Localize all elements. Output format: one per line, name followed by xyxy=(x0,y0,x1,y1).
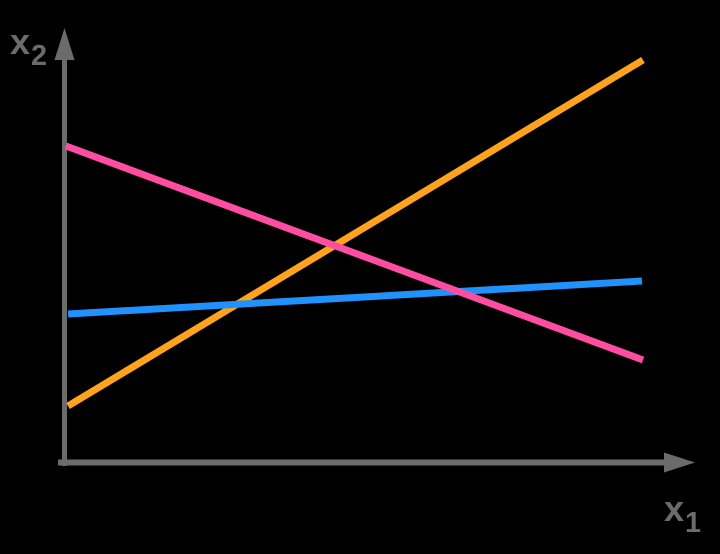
y-axis-label: x2 xyxy=(10,24,47,71)
blue-line xyxy=(67,277,643,318)
orange-line xyxy=(66,57,645,409)
y-axis-label-base: x xyxy=(10,21,31,62)
x-axis-arrowhead xyxy=(664,452,695,473)
x-axis-label-subscript: 1 xyxy=(685,506,702,539)
y-axis-arrowhead xyxy=(54,28,75,60)
x-axis-label-base: x xyxy=(664,488,685,529)
y-axis-label-subscript: 2 xyxy=(31,39,48,72)
x-axis-label: x1 xyxy=(664,491,701,538)
pink-line xyxy=(64,142,645,364)
